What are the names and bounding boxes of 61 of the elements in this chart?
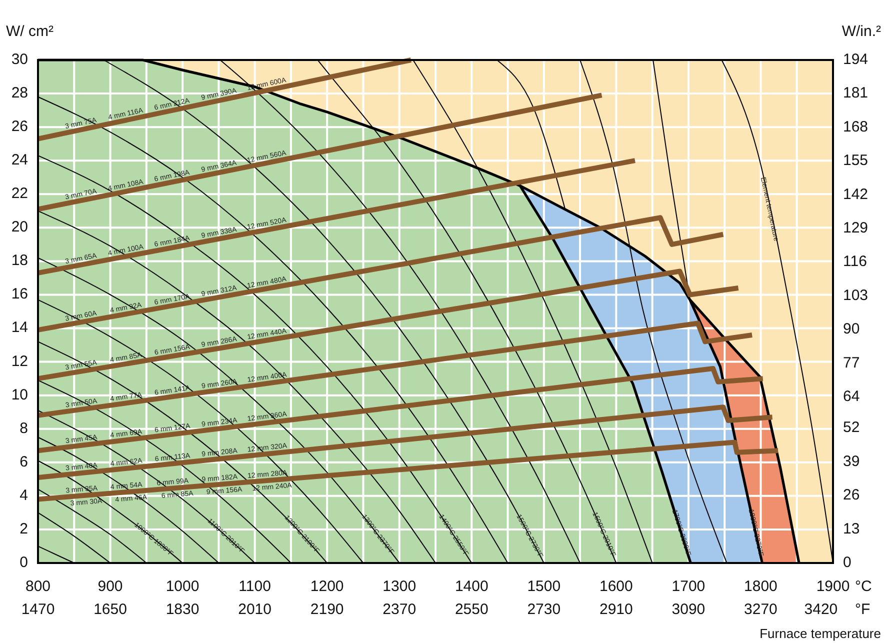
y-tick-label: 30: [11, 50, 28, 68]
x-tick-label: 1700: [672, 578, 706, 595]
x2-tick-label: 3090: [672, 601, 706, 618]
x-tick-label: 1300: [382, 578, 416, 595]
y2-tick-label: 39: [843, 452, 860, 470]
x2-tick-label: 1470: [21, 601, 55, 618]
x2-tick-label: 2910: [599, 601, 633, 618]
y-tick-label: 14: [11, 319, 28, 336]
y2-tick-label: 103: [843, 286, 868, 304]
y-tick-label: 26: [11, 118, 28, 136]
y2-tick-label: 181: [843, 84, 868, 102]
y2-tick-label: 26: [843, 486, 860, 504]
x2-tick-label: 2010: [238, 601, 272, 618]
x2-tick-label: 3270: [744, 601, 778, 618]
x-tick-label: 900: [98, 578, 123, 595]
x-axis-title: Furnace temperature: [760, 626, 881, 641]
x-tick-label: 1500: [527, 578, 561, 595]
y2-tick-label: 90: [843, 320, 860, 338]
x2-tick-label: 2190: [310, 601, 344, 618]
y-tick-label: 22: [11, 185, 28, 202]
y-tick-label: 0: [20, 554, 28, 571]
y2-tick-label: 13: [843, 520, 860, 538]
y2-tick-label: 168: [843, 118, 868, 136]
y-axis-title: W/ cm²: [6, 23, 54, 40]
x-tick-label: 1000: [166, 578, 200, 595]
y-tick-label: 12: [11, 352, 28, 370]
x2-tick-label: 2550: [454, 601, 488, 618]
y2-tick-label: 52: [843, 419, 860, 436]
x-tick-label: 1100: [238, 578, 271, 595]
y2-tick-label: 116: [843, 253, 867, 270]
y-tick-label: 20: [11, 218, 28, 236]
x-tick-label: 1400: [454, 578, 488, 595]
x2-tick-label: 3420: [804, 601, 838, 618]
x2-tick-label: 2370: [382, 601, 416, 618]
y-tick-label: 18: [11, 252, 28, 270]
x-tick-label: 1200: [310, 578, 344, 595]
y2-tick-label: 194: [843, 50, 868, 68]
y2-tick-label: 64: [843, 388, 860, 406]
y2-tick-label: 77: [843, 354, 860, 372]
y2-axis-title: W/in.²: [842, 23, 881, 40]
x-tick-label: 1900: [816, 578, 850, 595]
text: °F: [855, 601, 870, 618]
y-tick-label: 8: [20, 420, 28, 437]
x2-tick-label: 2730: [527, 601, 561, 618]
y-tick-label: 4: [20, 486, 28, 504]
x2-tick-label: 1830: [166, 601, 200, 618]
y2-tick-label: 142: [843, 186, 868, 203]
y-tick-label: 2: [20, 520, 28, 538]
x-tick-label: 800: [25, 578, 51, 595]
y-tick-label: 6: [20, 453, 28, 470]
x2-tick-label: 1650: [94, 601, 127, 618]
y2-tick-label: 155: [843, 152, 868, 170]
y2-tick-label: 129: [843, 220, 868, 236]
y-tick-label: 16: [11, 286, 28, 303]
y-tick-label: 28: [11, 84, 28, 102]
text: °C: [855, 578, 872, 595]
x-tick-label: 1600: [599, 578, 633, 595]
y-tick-label: 24: [11, 152, 28, 169]
y-tick-label: 10: [11, 386, 28, 404]
x-tick-label: 1800: [744, 578, 778, 595]
y2-tick-label: 0: [843, 554, 852, 571]
